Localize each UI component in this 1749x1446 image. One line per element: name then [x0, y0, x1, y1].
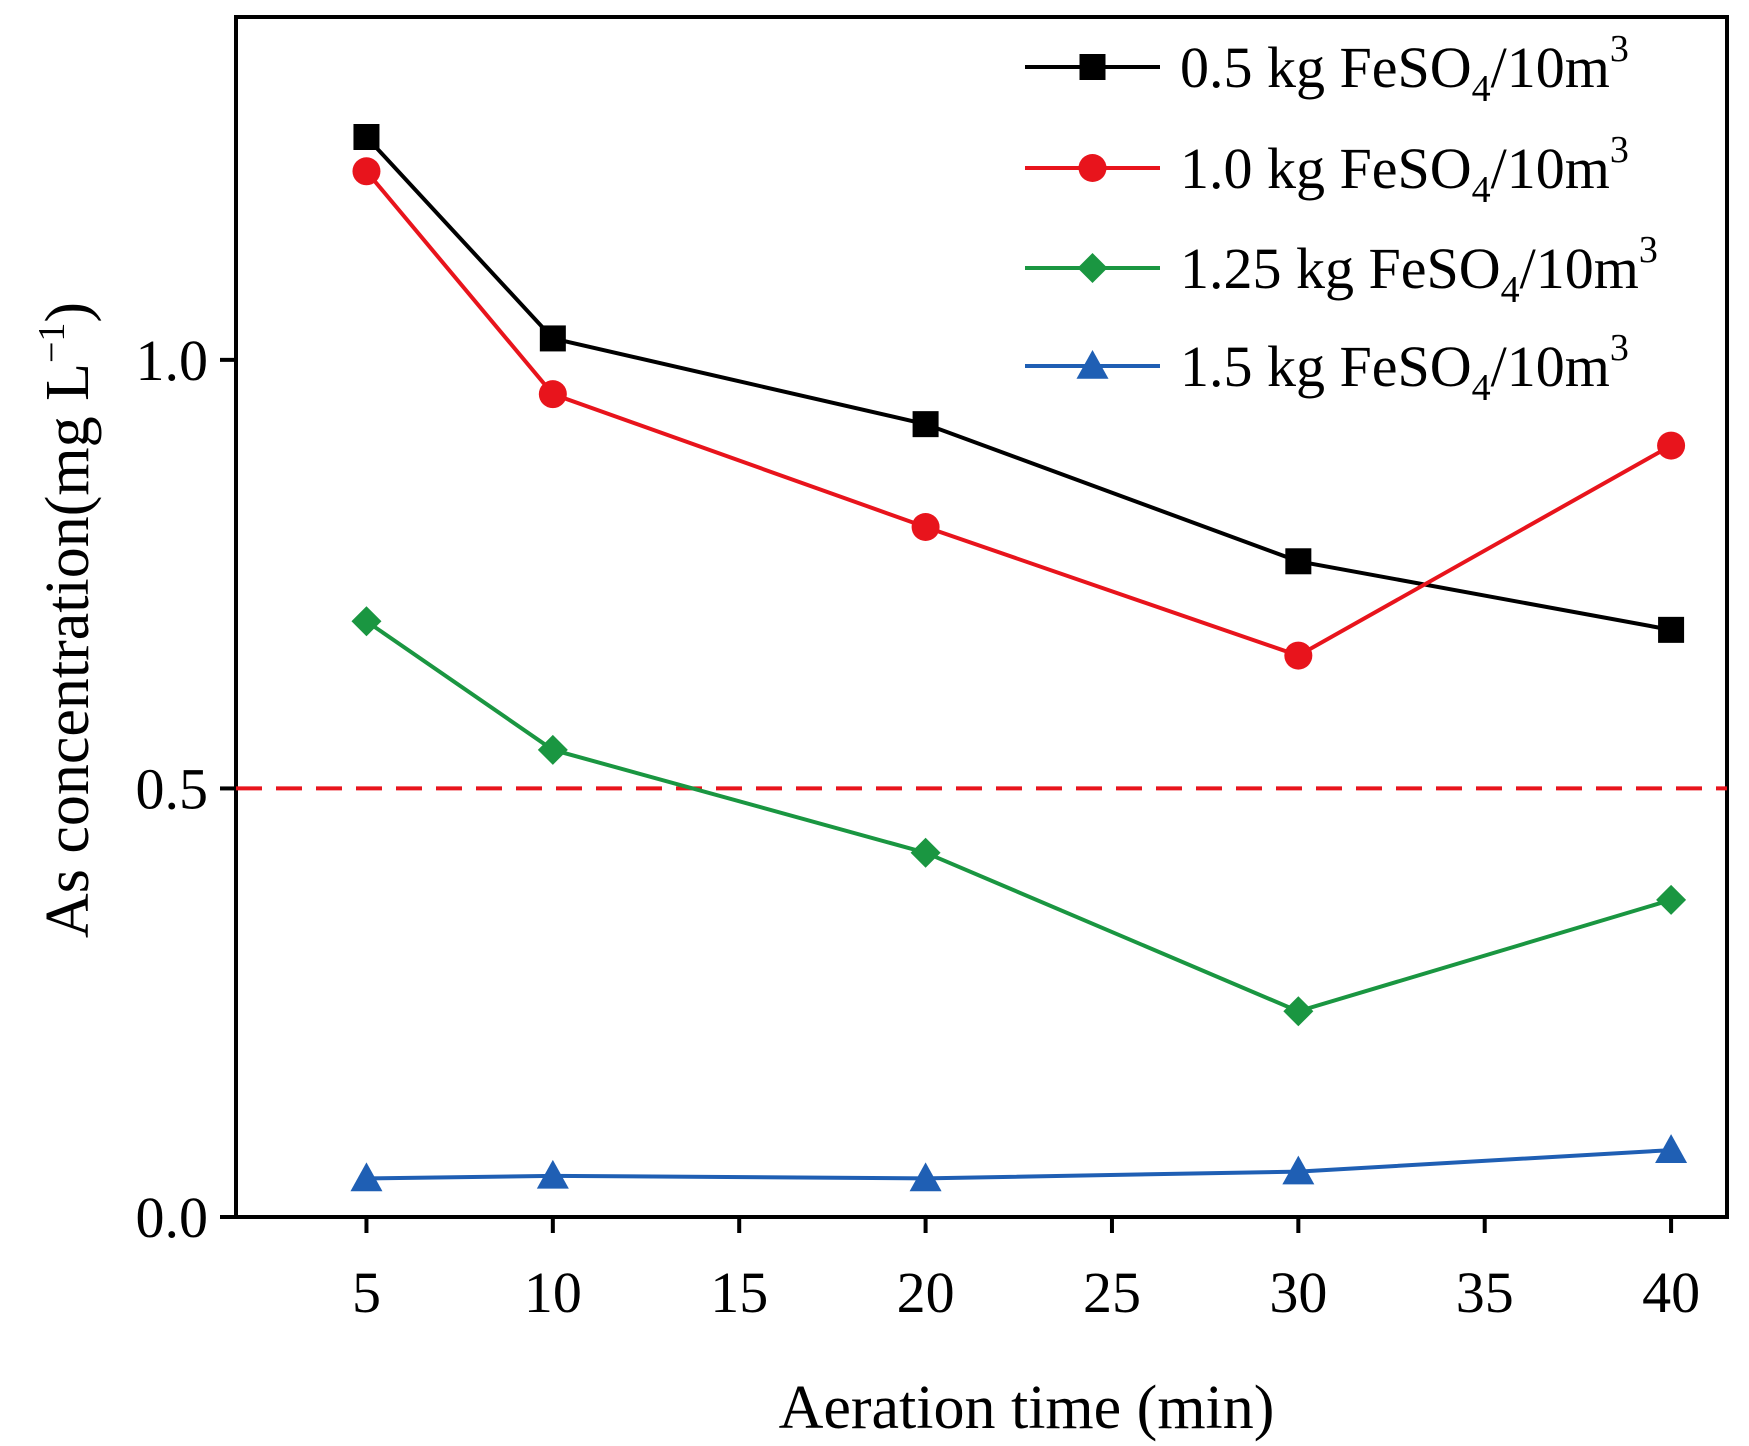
series-4-point	[1655, 1134, 1688, 1163]
y-tick-label: 0.0	[136, 1185, 209, 1250]
series-1-point	[539, 325, 566, 352]
legend-label-1-part-3: /10m	[1491, 35, 1610, 100]
series-4-point	[350, 1162, 383, 1192]
legend-marker-4	[1076, 350, 1109, 379]
series-2-point	[1657, 431, 1686, 460]
legend-label-3-part-3: /10m	[1520, 236, 1639, 301]
x-tick-label: 30	[1269, 1260, 1327, 1325]
legend-label-4-part-3: /10m	[1491, 334, 1610, 399]
y-tick-label: 0.5	[136, 756, 209, 821]
series-3-point	[537, 734, 568, 765]
legend-label-3-part-4: 3	[1639, 229, 1658, 271]
y-axis-title-close: )	[34, 302, 102, 323]
legend-label-4-part-2: 4	[1472, 367, 1491, 409]
series-1-point	[1658, 616, 1685, 643]
series-line-3	[365, 619, 1672, 1014]
legend-label-1-part-4: 3	[1610, 28, 1629, 70]
legend-label-3: 1.25 kg FeSO4/10m3	[1180, 229, 1658, 311]
series-3-point	[1656, 884, 1687, 915]
series-3-point	[1283, 996, 1314, 1027]
x-tick-label: 40	[1642, 1260, 1700, 1325]
legend-label-2-part-2: 4	[1472, 169, 1491, 211]
legend-label-4-part-1: 1.5 kg FeSO	[1180, 334, 1472, 399]
series-3-point	[351, 606, 382, 637]
legend-label-3-part-1: 1.25 kg FeSO	[1180, 236, 1501, 301]
legend-marker-3	[1077, 253, 1108, 283]
legend-label-1: 0.5 kg FeSO4/10m3	[1180, 28, 1629, 110]
legend-marker-1	[1079, 54, 1106, 80]
legend-label-2-part-3: /10m	[1491, 136, 1610, 201]
legend-marker-2	[1078, 154, 1107, 182]
x-tick-label: 10	[524, 1260, 582, 1325]
legend-label-2: 1.0 kg FeSO4/10m3	[1180, 129, 1629, 211]
series-3-point	[910, 837, 941, 868]
legend-label-1-part-2: 4	[1472, 68, 1491, 110]
series-2-point	[1284, 641, 1313, 670]
series-1-point	[912, 411, 939, 438]
series-4-point	[1282, 1155, 1315, 1185]
series-2-point	[911, 513, 940, 541]
x-tick-label: 15	[710, 1260, 768, 1325]
legend-label-4: 1.5 kg FeSO4/10m3	[1180, 327, 1629, 409]
series-1-point	[353, 124, 380, 150]
y-axis-title: As concentration(mg L−1)	[31, 302, 102, 938]
y-tick-label: 1.0	[136, 328, 209, 393]
legend-label-2-part-4: 3	[1610, 129, 1629, 171]
x-axis-title: Aeration time (min)	[779, 1374, 1275, 1442]
series-2-point	[538, 380, 567, 409]
series-2-point	[352, 157, 381, 186]
x-tick-label: 5	[352, 1260, 381, 1325]
x-tick-label: 25	[1083, 1260, 1141, 1325]
series-4-point	[909, 1162, 942, 1192]
legend-label-4-part-4: 3	[1610, 327, 1629, 369]
y-axis-title-superscript: −1	[31, 323, 73, 363]
legend-label-2-part-1: 1.0 kg FeSO	[1180, 136, 1472, 201]
plot-frame	[234, 15, 1729, 1219]
x-tick-label: 35	[1456, 1260, 1514, 1325]
legend-label-1-part-1: 0.5 kg FeSO	[1180, 35, 1472, 100]
plot-area	[220, 15, 1729, 1233]
series-1-point	[1285, 548, 1312, 575]
axes-labels: 5 10 15 20 25 30 35 40 0.0 0.5 1.0 Aeration time (m…	[31, 302, 1700, 1442]
series-line-4	[366, 1148, 1672, 1181]
legend-label-3-part-2: 4	[1501, 269, 1520, 311]
series-4-point	[536, 1159, 569, 1189]
y-axis-title-main: As concentration(mg L	[34, 363, 102, 938]
x-tick-label: 20	[897, 1260, 955, 1325]
